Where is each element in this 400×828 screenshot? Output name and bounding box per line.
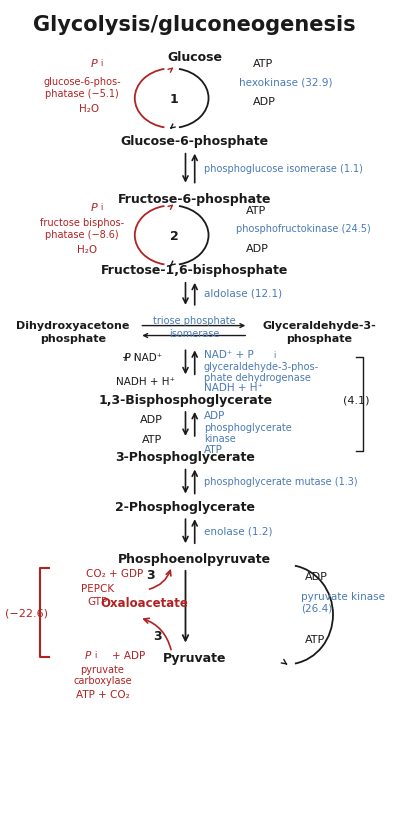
- Text: phosphoglycerate: phosphoglycerate: [204, 422, 292, 432]
- Text: + NAD⁺: + NAD⁺: [122, 353, 162, 363]
- Text: ATP: ATP: [142, 435, 162, 445]
- Text: (−22.6): (−22.6): [6, 608, 48, 618]
- Text: i: i: [101, 203, 103, 212]
- Text: PEPCK: PEPCK: [81, 583, 114, 593]
- Text: phosphate: phosphate: [40, 333, 106, 343]
- Text: phosphofructokinase (24.5): phosphofructokinase (24.5): [236, 224, 371, 234]
- Text: 3: 3: [146, 569, 155, 582]
- Text: Glucose-6-phosphate: Glucose-6-phosphate: [121, 135, 269, 148]
- Text: hexokinase (32.9): hexokinase (32.9): [239, 77, 332, 87]
- Text: ATP: ATP: [204, 445, 223, 455]
- Text: NADH + H⁺: NADH + H⁺: [116, 377, 175, 387]
- Text: pyruvate: pyruvate: [80, 665, 124, 675]
- Text: Fructose-6-phosphate: Fructose-6-phosphate: [118, 193, 272, 205]
- Text: ATP: ATP: [253, 60, 273, 70]
- Text: phosphoglycerate mutase (1.3): phosphoglycerate mutase (1.3): [204, 476, 358, 486]
- Text: i: i: [101, 60, 103, 68]
- Text: GTP: GTP: [88, 596, 108, 606]
- Text: NADH + H⁺: NADH + H⁺: [204, 383, 263, 392]
- Text: P: P: [124, 353, 130, 363]
- Text: kinase: kinase: [204, 433, 236, 443]
- Text: i: i: [273, 350, 276, 359]
- Text: phosphate: phosphate: [286, 333, 352, 343]
- Text: 1,3-Bisphosphoglycerate: 1,3-Bisphosphoglycerate: [98, 393, 272, 406]
- Text: CO₂ + GDP: CO₂ + GDP: [86, 568, 143, 578]
- Text: aldolase (12.1): aldolase (12.1): [204, 288, 282, 298]
- Text: H₂O: H₂O: [77, 245, 97, 255]
- Text: (26.4): (26.4): [301, 603, 332, 613]
- Text: 1: 1: [170, 93, 179, 105]
- Text: ATP + CO₂: ATP + CO₂: [76, 689, 129, 700]
- Text: pyruvate kinase: pyruvate kinase: [301, 591, 385, 601]
- Text: carboxylase: carboxylase: [73, 676, 132, 686]
- Text: triose phosphate: triose phosphate: [154, 315, 236, 325]
- Text: ADP: ADP: [246, 243, 268, 254]
- Text: H₂O: H₂O: [79, 104, 99, 114]
- Text: 2-Phosphoglycerate: 2-Phosphoglycerate: [116, 500, 256, 513]
- Text: Fructose-1,6-bisphosphate: Fructose-1,6-bisphosphate: [101, 264, 288, 277]
- Text: Glycolysis/gluconeogenesis: Glycolysis/gluconeogenesis: [34, 15, 356, 35]
- Text: P: P: [91, 60, 98, 70]
- Text: 3: 3: [154, 629, 162, 643]
- Text: phosphoglucose isomerase (1.1): phosphoglucose isomerase (1.1): [204, 163, 363, 173]
- Text: + ADP: + ADP: [112, 651, 145, 661]
- Text: isomerase: isomerase: [170, 328, 220, 338]
- Text: phatase (−5.1): phatase (−5.1): [45, 89, 119, 99]
- Text: ADP: ADP: [253, 97, 276, 107]
- Text: glucose-6-phos-: glucose-6-phos-: [44, 77, 121, 87]
- Text: Dihydroxyacetone: Dihydroxyacetone: [16, 320, 130, 330]
- Text: (4.1): (4.1): [343, 395, 370, 405]
- Text: 3-Phosphoglycerate: 3-Phosphoglycerate: [116, 450, 256, 464]
- Text: ATP: ATP: [246, 206, 266, 216]
- Text: enolase (1.2): enolase (1.2): [204, 526, 272, 536]
- Text: ATP: ATP: [305, 635, 326, 645]
- Text: i: i: [133, 353, 135, 362]
- Text: phate dehydrogenase: phate dehydrogenase: [204, 373, 311, 383]
- Text: Oxaloacetate: Oxaloacetate: [100, 596, 188, 609]
- Text: NAD⁺ + P: NAD⁺ + P: [204, 350, 254, 360]
- Text: Pyruvate: Pyruvate: [163, 651, 226, 664]
- Text: P: P: [91, 203, 98, 213]
- Text: ADP: ADP: [305, 571, 328, 581]
- Text: fructose bisphos-: fructose bisphos-: [40, 218, 124, 228]
- Text: P: P: [85, 651, 92, 661]
- Text: 2: 2: [170, 229, 179, 243]
- Text: Glucose: Glucose: [167, 51, 222, 64]
- Text: ADP: ADP: [140, 415, 162, 425]
- Text: Phosphoenolpyruvate: Phosphoenolpyruvate: [118, 551, 271, 565]
- Text: i: i: [94, 651, 96, 660]
- Text: phatase (−8.6): phatase (−8.6): [46, 230, 119, 240]
- Text: Glyceraldehyde-3-: Glyceraldehyde-3-: [262, 320, 376, 330]
- Text: glyceraldehyde-3-phos-: glyceraldehyde-3-phos-: [204, 362, 319, 372]
- Text: ADP: ADP: [204, 411, 225, 421]
